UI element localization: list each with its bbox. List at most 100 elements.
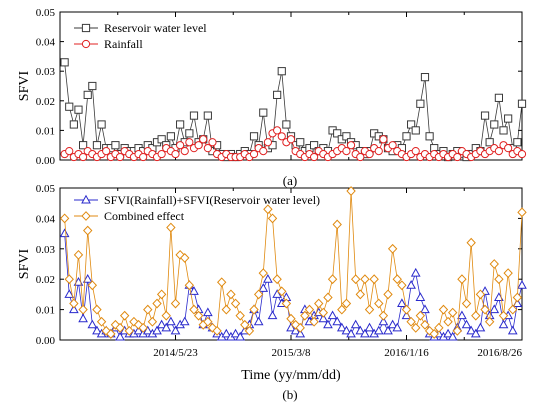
data-point: [333, 129, 342, 138]
data-point: [147, 316, 158, 327]
series-1: [60, 126, 527, 162]
data-point: [434, 322, 444, 333]
legend-label: Reservoir water level: [104, 21, 207, 35]
data-point: [310, 141, 319, 150]
data-point: [517, 207, 527, 218]
data-point: [346, 186, 356, 196]
data-point: [457, 310, 467, 320]
data-point: [170, 298, 181, 309]
data-point: [59, 213, 70, 224]
data-point: [263, 273, 273, 283]
data-point: [92, 141, 102, 150]
data-point: [263, 204, 273, 215]
data-point: [208, 138, 217, 147]
panel-b-series: [59, 186, 527, 341]
data-point: [332, 219, 342, 230]
data-point: [411, 147, 420, 156]
data-point: [504, 144, 513, 153]
data-point: [360, 328, 370, 338]
data-point: [193, 310, 204, 321]
y-tick-label: 0.02: [36, 96, 55, 108]
data-point: [498, 319, 509, 329]
data-point: [253, 316, 264, 326]
data-point: [249, 132, 259, 141]
data-point: [124, 325, 134, 336]
data-point: [69, 298, 79, 309]
data-point: [296, 138, 305, 147]
legend-marker: [81, 23, 91, 33]
data-point: [179, 316, 190, 326]
data-point: [166, 222, 176, 233]
data-point: [273, 90, 282, 99]
data-point: [189, 111, 199, 120]
data-point: [69, 304, 79, 314]
data-point: [484, 316, 495, 327]
data-point: [97, 120, 106, 129]
data-point: [355, 325, 366, 335]
data-point: [272, 289, 282, 298]
data-point: [65, 102, 74, 111]
data-point: [378, 316, 389, 326]
data-point: [221, 328, 232, 338]
data-point: [429, 328, 439, 339]
data-point: [300, 310, 310, 321]
data-point: [388, 141, 397, 150]
data-point: [341, 325, 352, 335]
data-point: [323, 292, 333, 303]
data-point: [161, 310, 171, 321]
y-tick-label: 0.01: [36, 125, 55, 137]
data-point: [217, 277, 227, 288]
data-point: [102, 147, 111, 156]
data-point: [272, 274, 282, 285]
data-point: [336, 322, 347, 332]
data-point: [485, 138, 494, 147]
data-point: [138, 322, 148, 333]
data-point: [267, 310, 278, 320]
data-point: [415, 310, 426, 321]
data-point: [494, 93, 503, 102]
data-point: [374, 298, 384, 309]
data-point: [490, 120, 499, 129]
y-tick-label: 0.00: [36, 155, 56, 167]
data-point: [365, 149, 374, 159]
y-tick-label: 0.00: [36, 335, 56, 347]
data-point: [461, 298, 472, 309]
data-point: [342, 132, 351, 141]
data-point: [277, 132, 286, 141]
data-point: [152, 298, 162, 309]
legend-marker: [81, 194, 91, 204]
data-point: [92, 304, 102, 315]
data-point: [346, 141, 356, 150]
data-point: [244, 325, 255, 336]
data-point: [379, 135, 388, 144]
data-point: [290, 325, 301, 335]
data-point: [170, 325, 181, 335]
data-point: [513, 138, 522, 147]
legend-item: Reservoir water level: [74, 21, 207, 35]
data-point: [392, 322, 403, 332]
data-point: [411, 322, 421, 333]
data-point: [475, 289, 486, 300]
data-point: [383, 289, 393, 300]
x-tick-label: 2016/8/26: [477, 347, 522, 359]
data-point: [185, 129, 194, 138]
data-point: [443, 328, 453, 338]
data-point: [517, 280, 527, 289]
data-point: [420, 73, 430, 82]
data-point: [448, 307, 458, 318]
data-point: [332, 316, 343, 326]
data-point: [106, 328, 116, 339]
data-point: [79, 141, 88, 150]
x-tick-label: 2015/3/8: [271, 347, 311, 359]
data-point: [277, 67, 286, 76]
data-point: [180, 147, 189, 156]
data-point: [176, 141, 185, 150]
data-point: [318, 313, 329, 323]
data-point: [171, 149, 180, 159]
data-point: [508, 304, 518, 315]
data-point: [420, 304, 430, 314]
data-point: [152, 325, 162, 335]
data-point: [78, 313, 88, 323]
y-tick-label: 0.05: [36, 183, 56, 195]
data-point: [374, 147, 383, 156]
